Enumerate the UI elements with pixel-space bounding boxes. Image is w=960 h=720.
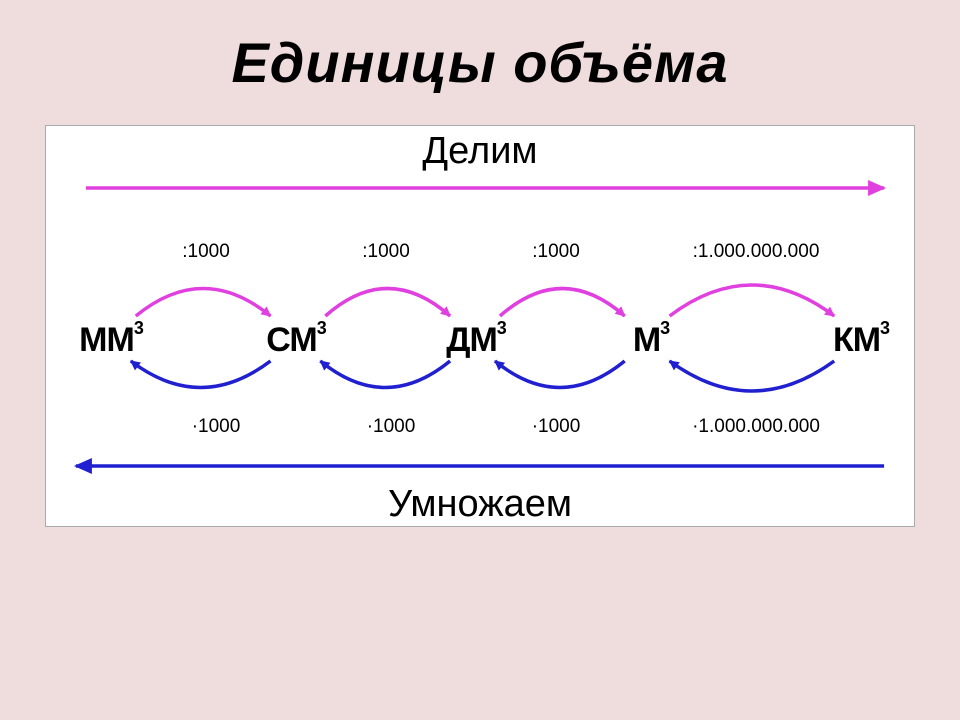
page-title: Единицы объёма (0, 0, 960, 95)
multiply-factor-3: ·1.000.000.000 (692, 416, 820, 438)
unit-3: М3 (633, 321, 669, 360)
unit-2: ДМ3 (446, 321, 506, 360)
divide-factor-0: :1000 (182, 241, 230, 263)
unit-0: ММ3 (79, 321, 143, 360)
multiply-label: Умножаем (388, 483, 572, 526)
diagram-container: Делим ММ3 СМ3 ДМ3 М3 КМ3 :1000 :1000 :1000 :1.0… (45, 125, 915, 527)
multiply-factor-2: ·1000 (532, 416, 581, 438)
divide-factor-2: :1000 (532, 241, 580, 263)
multiply-factor-1: ·1000 (367, 416, 416, 438)
divide-label: Делим (422, 130, 537, 173)
divide-factor-1: :1000 (362, 241, 410, 263)
multiply-factor-0: ·1000 (192, 416, 241, 438)
unit-4: КМ3 (833, 321, 889, 360)
unit-1: СМ3 (266, 321, 325, 360)
divide-factor-3: :1.000.000.000 (693, 241, 820, 263)
